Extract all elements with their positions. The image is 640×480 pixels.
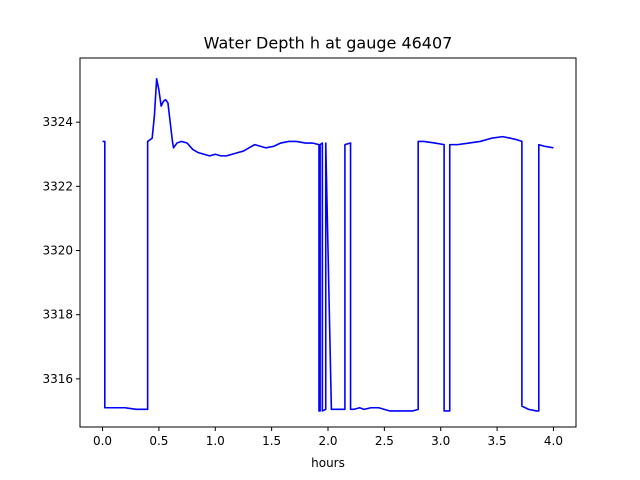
y-tick-label: 3324 (42, 115, 73, 129)
x-tick-label: 2.0 (318, 434, 337, 448)
x-axis-label: hours (311, 456, 345, 470)
y-tick-label: 3322 (42, 179, 73, 193)
x-tick-label: 0.0 (93, 434, 112, 448)
x-tick-label: 3.5 (488, 434, 507, 448)
x-tick-label: 2.5 (375, 434, 394, 448)
x-axis: 0.0 0.5 1.0 1.5 2.0 2.5 3.0 3.5 4.0 (93, 427, 563, 448)
plot-area (79, 57, 577, 428)
x-tick-label: 3.0 (431, 434, 450, 448)
x-tick-label: 0.5 (149, 434, 168, 448)
y-axis: 3316 3318 3320 3322 3324 (42, 115, 80, 386)
x-tick-label: 4.0 (544, 434, 563, 448)
y-tick-label: 3320 (42, 244, 73, 258)
x-tick-label: 1.0 (206, 434, 225, 448)
chart-title: Water Depth h at gauge 46407 (204, 34, 453, 53)
x-tick-label: 1.5 (262, 434, 281, 448)
y-tick-label: 3318 (42, 308, 73, 322)
series-line (102, 78, 554, 412)
y-tick-label: 3316 (42, 372, 73, 386)
